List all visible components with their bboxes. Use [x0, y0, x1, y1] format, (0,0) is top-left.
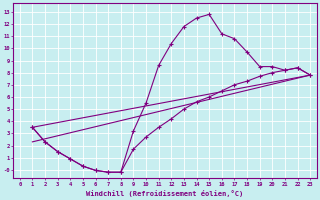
X-axis label: Windchill (Refroidissement éolien,°C): Windchill (Refroidissement éolien,°C) [86, 190, 244, 197]
